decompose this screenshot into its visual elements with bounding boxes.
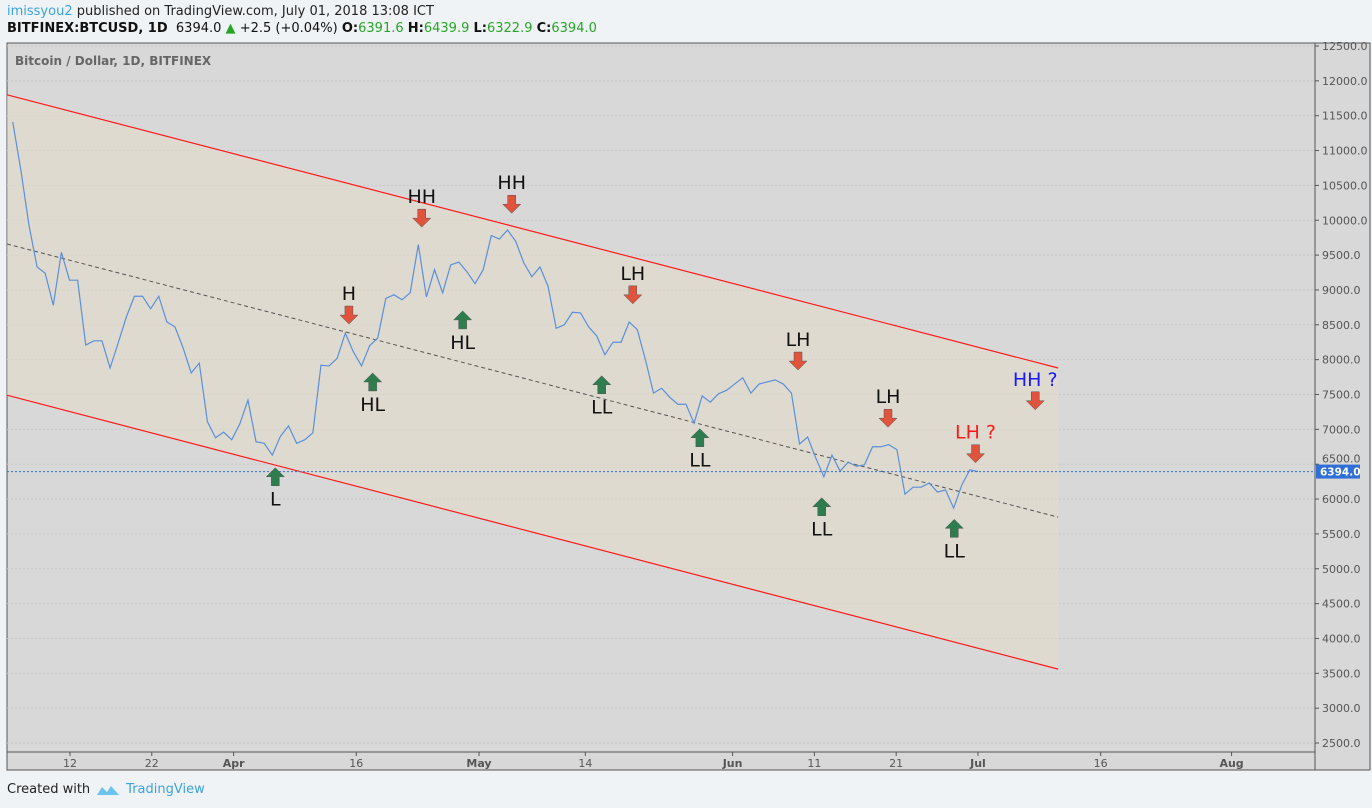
- x-tick-label: Jun: [722, 757, 743, 770]
- arrow-up-icon: [453, 310, 473, 330]
- channel-upper-line: [6, 94, 1059, 369]
- arrow-up-icon: [944, 518, 964, 538]
- x-tick-label: 16: [349, 757, 363, 770]
- tradingview-link[interactable]: TradingView: [126, 782, 205, 797]
- last-price-tag: [1316, 464, 1360, 479]
- tradingview-logo-icon: [97, 785, 120, 795]
- y-tick-label: 9500.0: [1322, 249, 1361, 262]
- x-tick-label: Apr: [223, 757, 245, 770]
- triangle-up-icon: ▲: [225, 21, 236, 36]
- high-label: H:: [407, 21, 424, 36]
- chart-title: Bitcoin / Dollar, 1D, BITFINEX: [15, 54, 212, 68]
- y-tick-label: 11500.0: [1322, 110, 1368, 123]
- annotation-label: LH: [786, 329, 811, 351]
- low-value: 6322.9: [486, 21, 533, 36]
- arrow-up-icon: [592, 375, 612, 394]
- arrow-down-icon: [965, 444, 986, 464]
- x-tick-label: May: [466, 757, 491, 770]
- y-tick-label: 10500.0: [1322, 179, 1368, 192]
- x-tick-label: 16: [1094, 757, 1108, 770]
- arrow-down-icon: [502, 194, 522, 214]
- arrow-down-icon: [412, 208, 432, 228]
- annotation-label: LH: [876, 386, 901, 408]
- y-tick-label: 4000.0: [1322, 632, 1361, 645]
- x-tick-label: 11: [807, 757, 821, 770]
- arrow-down-icon: [623, 285, 643, 305]
- arrow-down-icon: [1025, 391, 1045, 411]
- x-tick-label: Jul: [969, 757, 986, 770]
- annotation-label: HH ?: [1013, 369, 1058, 391]
- y-tick-label: 5500.0: [1322, 528, 1361, 541]
- arrow-up-icon: [690, 428, 710, 447]
- x-tick-label: 12: [63, 757, 77, 770]
- y-tick-label: 12000.0: [1322, 75, 1368, 88]
- last-price-label: 6394.0: [1320, 467, 1361, 479]
- channel-fill: [7, 94, 1059, 670]
- channel-mid-line: [6, 243, 1059, 518]
- arrow-up-icon: [265, 467, 285, 486]
- y-tick-label: 11000.0: [1322, 145, 1368, 158]
- symbol-info: BITFINEX:BTCUSD, 1D 6394.0 ▲ +2.5 (+0.04…: [7, 21, 597, 36]
- annotation-label: HH: [407, 186, 436, 208]
- y-tick-label: 8500.0: [1322, 319, 1361, 332]
- open-value: 6391.6: [358, 21, 404, 36]
- y-tick-label: 10000.0: [1322, 214, 1368, 227]
- x-tick-label: 14: [578, 757, 592, 770]
- close-label: C:: [536, 21, 552, 36]
- x-tick-label: 22: [145, 757, 159, 770]
- arrow-down-icon: [339, 305, 359, 325]
- high-value: 6439.9: [423, 21, 470, 36]
- annotation-label: HL: [360, 394, 385, 416]
- arrow-down-icon: [878, 408, 898, 428]
- arrow-down-icon: [788, 351, 808, 371]
- close-value: 6394.0: [551, 21, 597, 36]
- symbol: BITFINEX:BTCUSD, 1D: [7, 21, 168, 36]
- y-tick-label: 7000.0: [1322, 423, 1361, 436]
- x-tick-label: 21: [889, 757, 903, 770]
- y-tick-label: 3000.0: [1322, 702, 1361, 715]
- arrow-up-icon: [363, 372, 383, 392]
- publish-text: published on TradingView.com, July 01, 2…: [76, 4, 434, 19]
- x-tick-label: Aug: [1219, 757, 1243, 770]
- annotation-label: LL: [591, 397, 613, 419]
- annotation-label: LL: [811, 519, 833, 541]
- annotation-label: LH: [620, 263, 645, 285]
- footer: Created with TradingView: [7, 782, 205, 797]
- y-tick-label: 6000.0: [1322, 493, 1361, 506]
- annotation-label: LL: [689, 450, 711, 472]
- price-line: [12, 121, 979, 510]
- annotation-label: H: [342, 283, 356, 305]
- y-tick-label: 2500.0: [1322, 737, 1361, 750]
- annotation-label: HL: [450, 332, 475, 354]
- y-tick-label: 8000.0: [1322, 354, 1361, 367]
- annotation-label: L: [270, 489, 281, 511]
- y-tick-label: 7500.0: [1322, 389, 1361, 402]
- channel-lower-line: [6, 394, 1059, 670]
- annotation-label: LH ?: [955, 422, 996, 444]
- change: +2.5 (+0.04%): [239, 21, 338, 36]
- y-tick-label: 4500.0: [1322, 598, 1361, 611]
- y-tick-label: 9000.0: [1322, 284, 1361, 297]
- annotation-label: HH: [497, 172, 526, 194]
- y-tick-label: 6500.0: [1322, 453, 1361, 466]
- author-link[interactable]: imissyou2: [7, 4, 73, 19]
- last-price: 6394.0: [175, 21, 222, 36]
- publish-info: imissyou2 published on TradingView.com, …: [7, 4, 434, 19]
- open-label: O:: [341, 21, 359, 36]
- y-tick-label: 3500.0: [1322, 667, 1361, 680]
- y-tick-label: 12500.0: [1322, 40, 1368, 53]
- low-label: L:: [473, 21, 487, 36]
- arrow-up-icon: [812, 497, 832, 516]
- y-tick-label: 5000.0: [1322, 563, 1361, 576]
- created-with: Created with: [7, 782, 91, 797]
- annotation-label: LL: [944, 540, 966, 562]
